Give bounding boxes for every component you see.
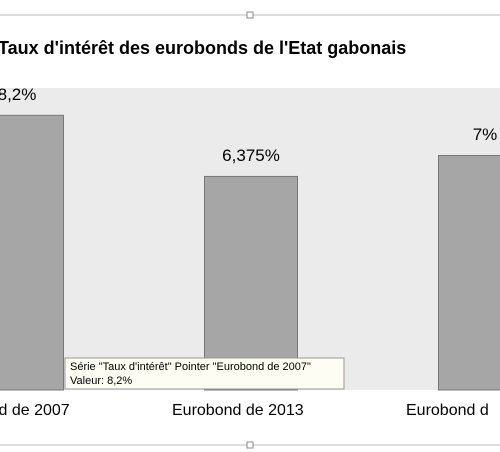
data-label: 6,375% (222, 146, 280, 165)
tooltip: Série "Taux d'intérêt" Pointer "Eurobond… (64, 357, 345, 390)
bar (438, 155, 500, 391)
chart-title: Taux d'intérêt des eurobonds de l'Etat g… (0, 38, 406, 58)
data-label: 7% (473, 125, 498, 144)
x-tick-label: Eurobond de 2013 (172, 402, 304, 419)
tooltip-line: Valeur: 8,2% (70, 375, 132, 387)
handle[interactable] (246, 441, 254, 449)
data-label: 8,2% (0, 85, 36, 104)
bar (0, 114, 64, 391)
tooltip-box (64, 357, 345, 390)
tooltip-line: Série "Taux d'intérêt" Pointer "Eurobond… (70, 361, 311, 373)
marks: 8,2% Eurobond de 2007 6,375% Eurobond de 20… (0, 85, 500, 419)
x-tick-label: Eurobond de 2007 (0, 402, 70, 419)
bar (204, 175, 298, 391)
handle[interactable] (246, 11, 254, 19)
x-tick-label: Eurobond d (406, 402, 489, 419)
